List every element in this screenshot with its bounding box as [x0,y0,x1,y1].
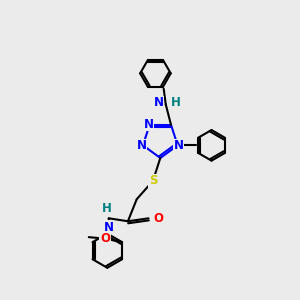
Text: H: H [102,202,112,215]
Text: H: H [171,96,181,109]
Text: N: N [174,140,184,152]
Text: S: S [149,174,157,188]
Text: O: O [153,212,163,225]
Text: N: N [153,96,164,109]
Text: N: N [137,140,147,152]
Text: N: N [174,140,184,152]
Text: N: N [143,118,153,130]
Text: N: N [104,221,114,234]
Text: O: O [100,232,110,245]
